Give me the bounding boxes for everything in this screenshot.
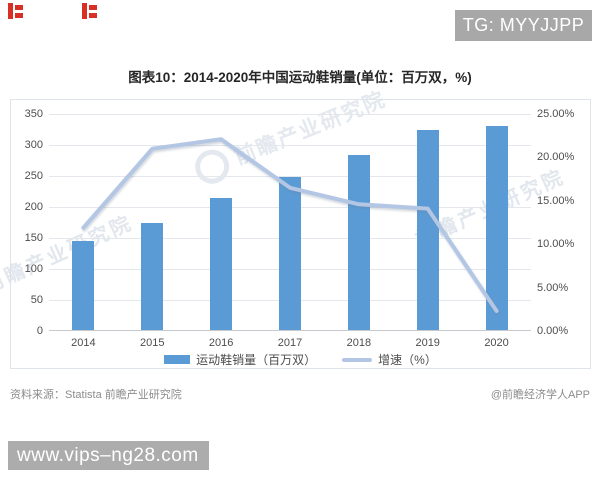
x-axis-label: 2017 xyxy=(277,337,303,349)
plot-area xyxy=(49,114,531,331)
left-axis-tick: 0 xyxy=(36,325,43,337)
red-stamp-icon xyxy=(80,3,98,19)
bar xyxy=(72,241,95,331)
red-stamp-icon xyxy=(6,3,24,19)
legend-label-growth: 增速（%） xyxy=(378,353,437,367)
x-axis-label: 2016 xyxy=(208,337,234,349)
growth-line-series xyxy=(81,137,499,313)
right-axis-tick: 0.00% xyxy=(537,325,569,337)
legend-line-swatch-icon xyxy=(342,357,373,362)
red-stamp-shape xyxy=(82,3,87,19)
bar xyxy=(416,130,439,331)
x-axis-label: 2018 xyxy=(346,337,372,349)
x-axis-line xyxy=(49,330,531,331)
left-axis-tick: 100 xyxy=(24,263,43,275)
credit-text: @前瞻经济学人APP xyxy=(490,389,590,401)
left-axis-tick: 150 xyxy=(24,232,43,244)
right-axis-tick: 10.00% xyxy=(537,238,575,251)
left-axis-tick: 300 xyxy=(24,139,43,151)
telegram-contact-badge: TG: MYYJJPP xyxy=(455,10,592,41)
red-stamp-shape xyxy=(89,13,97,18)
bar xyxy=(141,222,164,331)
x-axis-label: 2014 xyxy=(71,337,96,349)
legend-bar-swatch-icon xyxy=(164,355,191,364)
right-axis-tick: 20.00% xyxy=(537,151,575,164)
bar xyxy=(279,177,301,331)
gridline xyxy=(49,145,531,146)
x-axis-label: 2019 xyxy=(415,337,440,349)
right-axis-tick: 25.00% xyxy=(537,108,575,120)
source-text: 资料来源：Statista 前瞻产业研究院 xyxy=(10,389,182,401)
left-axis-tick: 50 xyxy=(30,294,43,306)
x-axis-label: 2020 xyxy=(484,337,509,349)
left-axis-tick: 200 xyxy=(24,201,43,213)
red-stamp-shape xyxy=(15,5,23,10)
legend: 运动鞋销量（百万双） 增速（%） xyxy=(11,351,590,368)
url-watermark: www.vips–ng28.com xyxy=(8,441,209,470)
legend-label-sales: 运动鞋销量（百万双） xyxy=(196,353,317,367)
legend-item-growth: 增速（%） xyxy=(342,351,437,368)
right-axis-tick: 5.00% xyxy=(537,281,569,294)
red-stamp-shape xyxy=(89,5,97,10)
left-axis-tick: 350 xyxy=(24,108,43,120)
legend-item-sales: 运动鞋销量（百万双） xyxy=(164,351,316,368)
red-stamp-shape xyxy=(15,13,23,18)
chart-container: 前瞻产业研究院 前瞻产业研究院 前瞻产业研究院 0501001502002503… xyxy=(0,88,591,369)
bar xyxy=(210,197,233,331)
red-stamp-shape xyxy=(8,3,13,19)
left-axis-tick: 250 xyxy=(24,170,43,182)
x-axis-label: 2015 xyxy=(140,337,165,349)
footer-row: 资料来源：Statista 前瞻产业研究院 @前瞻经济学人APP xyxy=(10,386,590,402)
bar xyxy=(347,154,370,331)
chart-title: 图表10：2014-2020年中国运动鞋销量(单位：百万双，%) xyxy=(128,70,472,85)
right-axis-tick: 15.00% xyxy=(537,194,575,207)
bar xyxy=(485,126,508,331)
growth-line xyxy=(81,137,499,313)
gridline xyxy=(49,114,531,115)
gridline xyxy=(49,176,531,177)
